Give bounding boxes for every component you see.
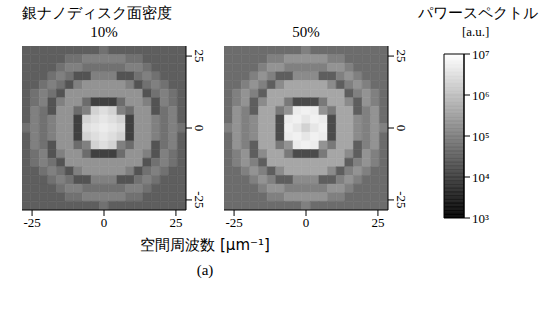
svg-text:10⁷: 10⁷	[472, 47, 490, 62]
html-text:(a): (a)	[196, 262, 214, 278]
html-text:50%: 50%	[292, 24, 320, 40]
svg-text:0: 0	[303, 215, 310, 230]
svg-text:25: 25	[371, 215, 384, 230]
svg-text:25: 25	[192, 50, 207, 63]
svg-text:10⁴: 10⁴	[472, 170, 490, 185]
svg-text:25: 25	[394, 50, 409, 63]
svg-text:25: 25	[169, 215, 182, 230]
html-text:銀ナノディスク面密度: 銀ナノディスク面密度	[22, 4, 172, 22]
svg-text:0: 0	[394, 125, 409, 132]
svg-text:-25: -25	[23, 215, 40, 230]
svg-text:0: 0	[192, 125, 207, 132]
svg-text:0: 0	[101, 215, 108, 230]
svg-text:10⁵: 10⁵	[472, 129, 490, 144]
svg-text:10⁶: 10⁶	[472, 88, 490, 103]
html-text:10%: 10%	[90, 24, 118, 40]
html-text:パワースペクトル: パワースペクトル	[418, 4, 538, 22]
svg-text:-25: -25	[225, 215, 242, 230]
svg-text:-25: -25	[394, 191, 409, 208]
svg-text:-25: -25	[192, 191, 207, 208]
svg-text:10³: 10³	[472, 211, 489, 226]
html-text:空間周波数 [μm⁻¹]: 空間周波数 [μm⁻¹]	[140, 236, 270, 254]
html-text:[a.u.]: [a.u.]	[462, 24, 490, 39]
